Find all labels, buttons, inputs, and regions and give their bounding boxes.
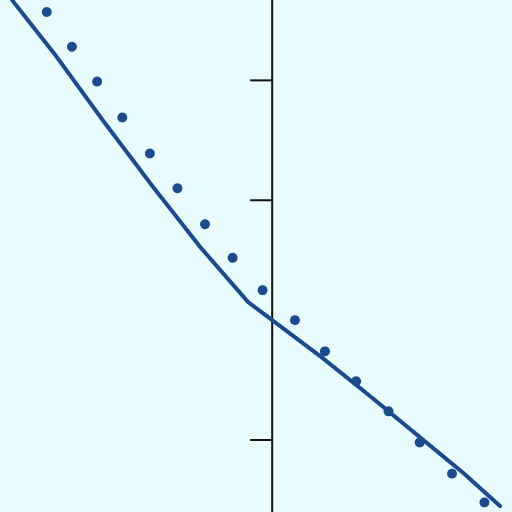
data-point [92,76,103,87]
data-point [257,285,268,296]
data-point [66,41,77,52]
data-point [319,346,330,357]
data-point [227,252,238,263]
data-point [172,183,183,194]
data-point [479,497,490,508]
data-point [447,468,458,479]
data-point [117,112,128,123]
chart-series [10,0,502,508]
data-point [200,219,211,230]
data-point [383,406,394,417]
chart-axes [250,0,274,512]
data-point [41,6,52,17]
data-point [289,315,300,326]
data-point [144,148,155,159]
data-point [414,437,425,448]
data-point [351,376,362,387]
